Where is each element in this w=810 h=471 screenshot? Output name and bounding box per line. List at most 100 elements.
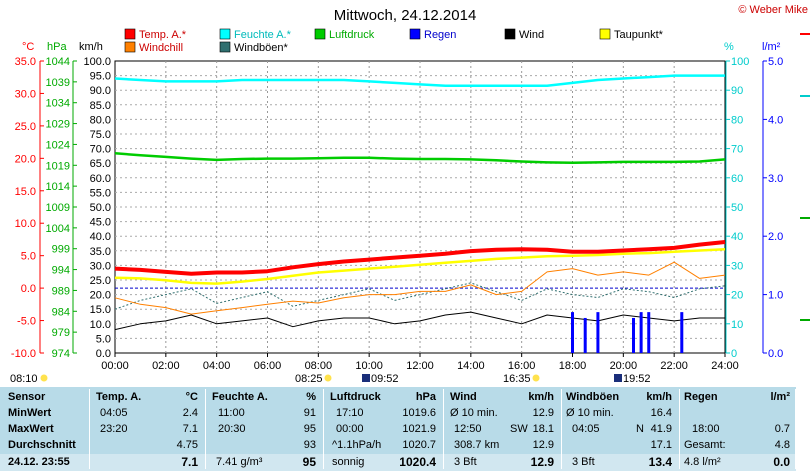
kmh-axis-tick: 20.0: [90, 290, 111, 302]
moonset-time: 19:52: [623, 373, 651, 385]
legend-label: Wind: [519, 29, 544, 41]
series-line-luftdruck: [114, 151, 726, 165]
kmh-axis-tick: 75.0: [90, 129, 111, 141]
sensor-header: Sensor: [8, 391, 46, 403]
pressure-trend: ^1.1hPa/h: [332, 439, 382, 451]
kmh-axis-tick: 30.0: [90, 260, 111, 272]
grid-lines: [115, 61, 725, 353]
wind-avg-label: Ø 10 min.: [450, 407, 498, 419]
series-line-feuchte-a: [114, 74, 725, 88]
x-tick-label: 06:00: [254, 360, 282, 372]
temp-min-time: 04:05: [100, 407, 128, 419]
x-tick-label: 02:00: [152, 360, 180, 372]
pct-axis-tick: 50: [731, 202, 743, 214]
hpa-axis-tick: 1029: [46, 119, 70, 131]
temp-axis-tick: 25.0: [15, 121, 36, 133]
rain-axis-tick: 3.0: [768, 173, 783, 185]
rain-axis-tick: 5.0: [768, 56, 783, 68]
wind-max-value: 18.1: [532, 423, 554, 435]
pressure-min-value: 1019.6: [402, 407, 436, 419]
twilight-time: 08:25: [295, 373, 323, 385]
humidity-min-value: 91: [303, 407, 316, 419]
rain-axis-tick: 1.0: [768, 290, 783, 302]
temp-axis-tick: 5.0: [21, 251, 36, 263]
pct-axis-tick: 80: [731, 114, 743, 126]
kmh-axis-tick: 45.0: [90, 217, 111, 229]
legend-swatch: [504, 28, 516, 40]
pct-axis-tick: 100: [731, 56, 749, 68]
max-row-label: MaxWert: [8, 423, 54, 435]
legend-label: Luftdruck: [329, 29, 375, 41]
temp-header: Temp. A.: [96, 391, 142, 403]
temp-axis-tick: 20.0: [15, 153, 36, 165]
right-edge-markers: [800, 33, 810, 321]
temp-axis-tick: 35.0: [15, 56, 36, 68]
sunrise-time: 08:10: [10, 373, 38, 385]
temp-max-value: 7.1: [182, 423, 198, 435]
x-tick-label: 00:00: [101, 360, 129, 372]
pressure-column: Luftdruck hPa 17:10 1019.6 00:00 1021.9 …: [324, 387, 442, 471]
x-tick-label: 10:00: [355, 360, 383, 372]
legend-swatch: [409, 28, 421, 40]
chart-legend: Temp. A.* Feuchte A.* Luftdruck Regen Wind Ta…: [124, 28, 664, 54]
pressure-current-value: 1020.4: [399, 455, 436, 469]
kmh-axis-tick: 0.0: [96, 348, 111, 360]
legend-swatch: [124, 41, 136, 53]
hpa-axis-tick: 984: [52, 306, 70, 318]
series-line-taupunkt: [114, 247, 726, 285]
legend-swatch: [314, 28, 326, 40]
wind-header: Wind: [450, 391, 477, 403]
rain-max-time: 18:00: [692, 423, 720, 435]
kmh-axis-tick: 55.0: [90, 187, 111, 199]
pct-axis-tick: 40: [731, 231, 743, 243]
rain-axis-tick: 4.0: [768, 114, 783, 126]
kmh-axis-tick: 90.0: [90, 85, 111, 97]
temp-current-value: 7.1: [181, 455, 198, 469]
hpa-axis-tick: 979: [52, 327, 70, 339]
twilight-icon: [324, 374, 332, 382]
kmh-axis-tick: 60.0: [90, 173, 111, 185]
rain-bar: [680, 312, 684, 353]
rain-bar: [632, 317, 635, 353]
gust-max-time: 04:05: [572, 423, 600, 435]
min-row-label: MinWert: [8, 407, 52, 419]
pressure-forecast: sonnig: [332, 456, 365, 468]
rain-axis-tick: 0.0: [768, 348, 783, 360]
sensor-column: Sensor MinWert MaxWert Durchschnitt 24.1…: [0, 387, 88, 471]
series-lines: [114, 74, 726, 353]
humidity-header-unit: %: [306, 391, 316, 403]
x-tick-label: 16:00: [508, 360, 536, 372]
kmh-axis-tick: 65.0: [90, 158, 111, 170]
pressure-header-unit: hPa: [415, 391, 436, 403]
statistics-table: Sensor MinWert MaxWert Durchschnitt 24.1…: [0, 387, 810, 471]
wind-header-unit: km/h: [528, 391, 554, 403]
temp-axis-tick: -5.0: [17, 316, 36, 328]
hpa-axis-tick: 1044: [46, 56, 70, 68]
sunset-icon: [532, 374, 540, 382]
wind-distance: 308.7 km: [454, 439, 500, 451]
hpa-axis-tick: 1024: [46, 139, 70, 151]
kmh-axis-tick: 25.0: [90, 275, 111, 287]
rain-bar: [647, 312, 651, 353]
legend-label: Regen: [424, 29, 456, 41]
x-tick-label: 12:00: [406, 360, 434, 372]
humidity-max-time: 20:30: [218, 423, 246, 435]
current-row-highlight: [0, 454, 810, 471]
temp-max-time: 23:20: [100, 423, 128, 435]
gust-header: Windböen: [566, 391, 620, 403]
humidity-current-value: 95: [302, 455, 316, 469]
hpa-axis-tick: 974: [52, 348, 70, 360]
wind-column: Wind km/h Ø 10 min. 12.9 12:50 SW 18.1 3…: [444, 387, 560, 471]
rain-max-value: 0.7: [774, 423, 790, 435]
humidity-max-value: 95: [303, 423, 316, 435]
humidity-absolute: 7.41 g/m³: [216, 456, 263, 468]
series-line-wind: [114, 311, 725, 331]
x-axis: 00:00 02:00 04:00 06:00 08:00 10:00 12:00 14:00…: [101, 353, 739, 372]
kmh-axis-tick: 40.0: [90, 231, 111, 243]
wind-avg-value: 12.9: [532, 439, 554, 451]
kmh-axis-tick: 15.0: [90, 304, 111, 316]
kmh-axis-tick: 10.0: [90, 319, 111, 331]
temp-axis-unit: °C: [22, 41, 34, 53]
temp-axis-tick: -10.0: [11, 348, 36, 360]
chart-title: Mittwoch, 24.12.2014: [334, 7, 477, 24]
